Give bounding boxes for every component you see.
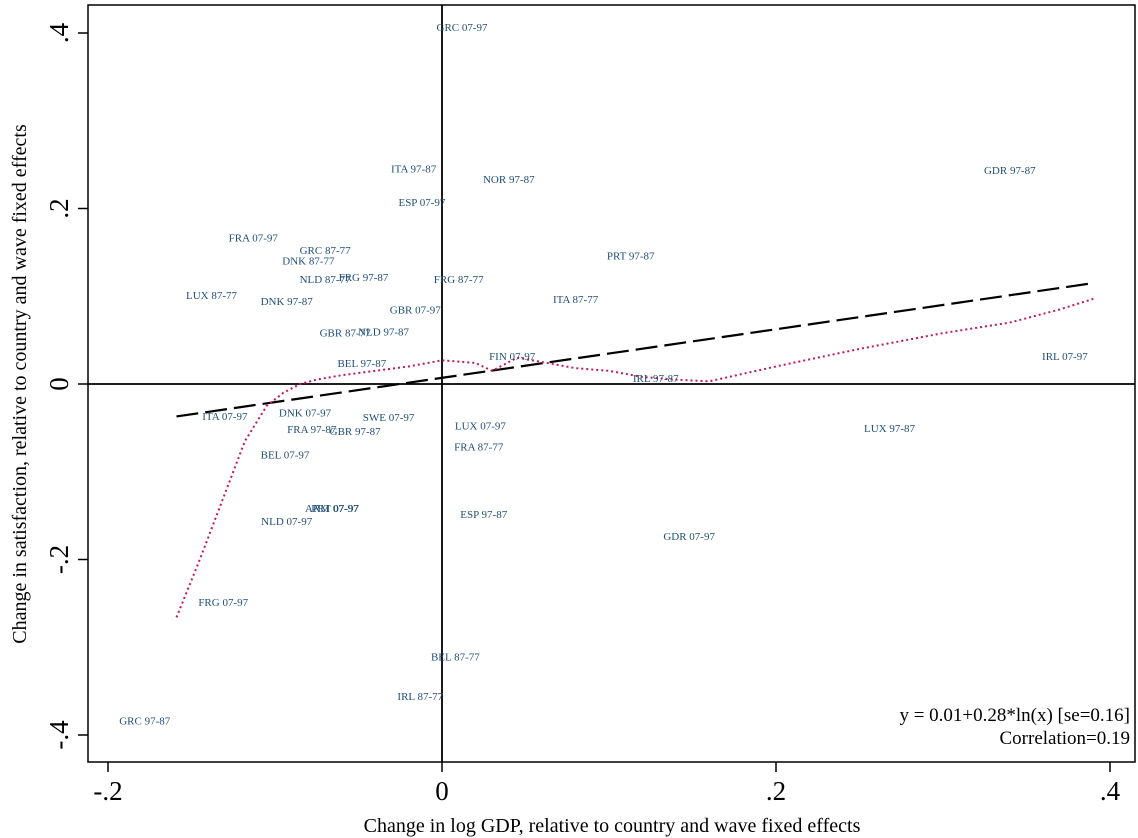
point-labels: GRC 07-97 ITA 97-87 NOR 97-87 GDR 97-87 ESP …: [119, 22, 1088, 727]
y-axis: -.4 -.2 0 .2 .4: [44, 22, 88, 750]
point-label: GDR 07-97: [663, 531, 715, 543]
point-label: FRG 87-77: [434, 274, 484, 286]
point-label: ITA 07-97: [202, 411, 248, 423]
annotation-line: y = 0.01+0.28*ln(x) [se=0.16]: [899, 705, 1130, 726]
point-label: GRC 07-97: [437, 22, 489, 34]
point-label: GDR 97-87: [984, 165, 1036, 177]
point-label: FRG 97-87: [339, 272, 389, 284]
x-tick-label: 0: [435, 776, 449, 806]
point-label: ESP 97-87: [460, 509, 507, 521]
reference-lines: [88, 5, 1135, 762]
point-label: GBR 97-87: [330, 426, 382, 438]
point-label: NOR 97-87: [483, 174, 535, 186]
x-axis: -.2 0 .2 .4: [93, 762, 1121, 806]
point-label: PRT 07-97: [311, 503, 359, 515]
y-tick-label: 0: [44, 377, 74, 391]
y-tick-label: -.4: [44, 720, 74, 750]
point-label: LUX 07-97: [455, 421, 507, 433]
point-label: PRT 97-87: [607, 250, 655, 262]
fit-line: [176, 281, 1094, 418]
y-tick-label: -.2: [44, 545, 74, 574]
point-label: DNK 87-77: [282, 256, 335, 268]
point-label: BEL 97-87: [337, 358, 386, 370]
annotation-line: Correlation=0.19: [1000, 728, 1131, 749]
point-label: GRC 87-77: [300, 245, 352, 257]
point-label: SWE 07-97: [363, 412, 415, 424]
point-label: GBR 07-97: [390, 305, 442, 317]
point-label: FRA 07-97: [229, 233, 279, 245]
point-label: DNK 07-97: [279, 407, 332, 419]
point-label: FRG 07-97: [198, 597, 248, 609]
point-label: NLD 07-97: [261, 516, 313, 528]
point-label: LUX 87-77: [186, 290, 238, 302]
point-label: ITA 97-87: [391, 163, 437, 175]
point-label: IRL 97-87: [633, 373, 679, 385]
x-tick-label: .4: [1100, 776, 1121, 806]
point-label: BEL 07-97: [261, 449, 310, 461]
point-label: FIN 07-97: [489, 351, 536, 363]
y-tick-label: .4: [44, 22, 74, 43]
x-tick-label: -.2: [93, 776, 122, 806]
point-label: GRC 97-87: [119, 715, 171, 727]
point-label: ARM 07-97: [305, 503, 359, 515]
point-label: NLD 97-87: [358, 327, 410, 339]
point-label: BEL 87-77: [431, 651, 480, 663]
point-label: LUX 97-87: [864, 423, 916, 435]
point-label: FRA 97-87: [287, 424, 337, 436]
y-tick-label: .2: [44, 198, 74, 218]
point-label: ESP 07-97: [398, 197, 445, 209]
x-tick-label: .2: [766, 776, 786, 806]
x-axis-title: Change in log GDP, relative to country a…: [364, 815, 861, 837]
point-label: IRL 87-77: [397, 691, 443, 703]
point-label: GBR 87-77: [320, 328, 372, 340]
point-label: NLD 87-77: [300, 274, 352, 286]
point-label: ITA 87-77: [553, 294, 599, 306]
point-label: FRA 87-77: [454, 442, 504, 454]
smoother-line: [175, 297, 1094, 618]
annotation-box: y = 0.01+0.28*ln(x) [se=0.16]Correlation…: [899, 705, 1130, 749]
y-axis-title: Change in satisfaction, relative to coun…: [9, 124, 31, 644]
point-label: IRL 07-97: [1042, 351, 1088, 363]
point-label: DNK 97-87: [261, 296, 314, 308]
